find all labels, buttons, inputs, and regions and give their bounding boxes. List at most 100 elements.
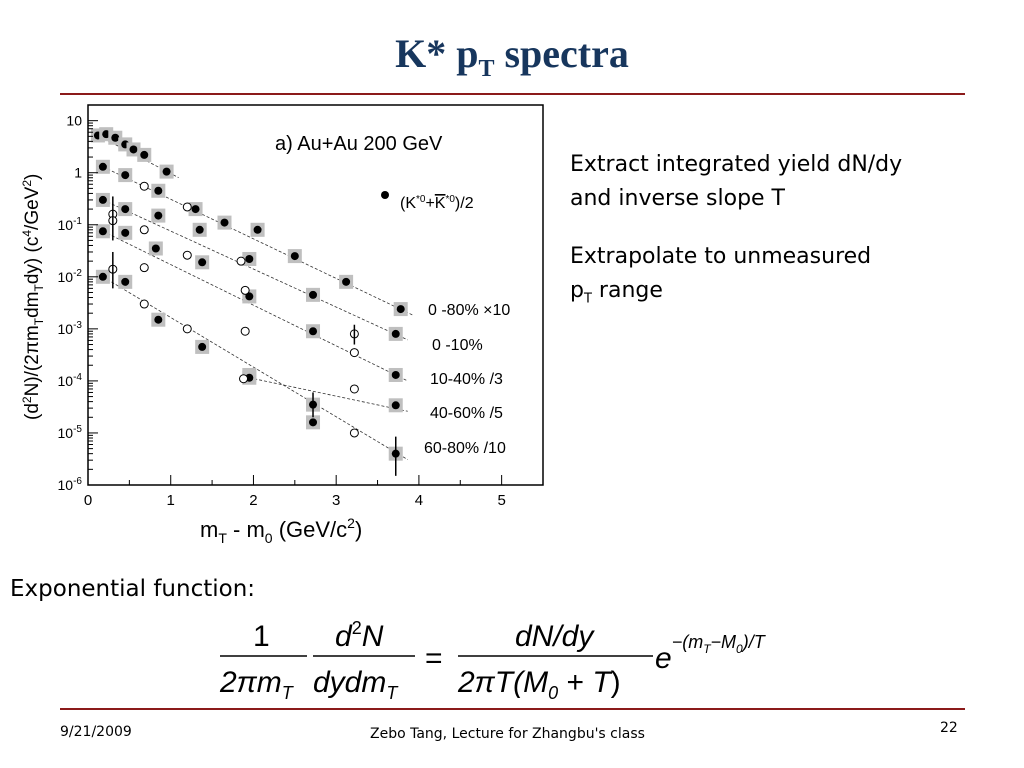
series-label-4: 60-80% /10 [424, 440, 506, 457]
svg-text:2πmT: 2πmT [219, 666, 295, 703]
filled-data-point [191, 205, 200, 214]
open-data-point [349, 348, 359, 358]
x-tick-label: 3 [332, 492, 340, 509]
filled-data-point [342, 277, 351, 286]
filled-data-point [98, 227, 107, 236]
y-tick-label: 10 [66, 113, 82, 129]
y-tick-label: 10-5 [58, 424, 83, 441]
open-data-point [240, 326, 250, 336]
filled-data-point [245, 292, 254, 301]
footer-page-number: 22 [940, 720, 958, 736]
svg-text:1: 1 [253, 620, 270, 653]
x-tick-label: 4 [415, 492, 423, 509]
fit-line [249, 377, 408, 412]
filled-data-point [154, 211, 163, 220]
filled-data-point [102, 130, 111, 139]
x-tick-label: 5 [497, 492, 505, 509]
filled-data-point [140, 150, 149, 159]
fit-line [102, 199, 408, 341]
svg-text:d2N: d2N [335, 618, 384, 653]
fit-line [102, 230, 408, 382]
y-axis-label: (d2N)/(2πmTdmTdy) (c4/GeV2) [20, 174, 46, 420]
open-data-point [182, 324, 192, 334]
filled-data-point [198, 342, 207, 351]
y-tick-label: 10-1 [58, 216, 83, 233]
filled-data-point [154, 315, 163, 324]
open-data-point [236, 256, 246, 266]
y-tick-label: 1 [74, 165, 82, 181]
filled-data-point [391, 329, 400, 338]
filled-data-point [98, 162, 107, 171]
x-axis-label: mT - m0 (GeV/c2) [200, 515, 362, 546]
exponential-label: Exponential function: [10, 576, 256, 602]
x-tick-label: 1 [167, 492, 175, 509]
title-main: K* p [395, 31, 479, 76]
title-subscript: T [478, 56, 495, 82]
y-tick-label: 10-4 [58, 372, 83, 389]
bullet-1: Extract integrated yield dN/dy and invers… [570, 148, 1010, 216]
filled-data-point [309, 290, 318, 299]
filled-data-point [220, 218, 229, 227]
filled-data-point [245, 254, 254, 263]
y-tick-label: 10-2 [58, 268, 83, 285]
series-label-1: 0 -10% [432, 337, 483, 354]
filled-data-point [121, 228, 130, 237]
bullet-2-line1: Extrapolate to unmeasured [570, 244, 872, 269]
y-tick-label: 10-6 [58, 476, 83, 493]
bullet-1-line1: Extract integrated yield dN/dy [570, 152, 903, 177]
filled-data-point [309, 327, 318, 336]
open-data-point [349, 428, 359, 438]
filled-data-point [121, 205, 130, 214]
filled-data-point [98, 195, 107, 204]
bullet-2-line2-post: range [591, 278, 663, 303]
open-data-point [240, 285, 250, 295]
footer-divider [60, 708, 965, 710]
filled-data-point [129, 145, 138, 154]
filled-data-point [195, 225, 204, 234]
filled-data-point [198, 258, 207, 267]
exponential-formula: 1 2πmT d2N dydmT = dN/dy 2πT(M0 + T) e−(… [219, 618, 767, 703]
svg-text:dN/dy: dN/dy [515, 620, 595, 653]
bullet-2: Extrapolate to unmeasured pT range [570, 240, 1010, 316]
svg-text:dydmT: dydmT [313, 666, 399, 703]
x-tick-label: 2 [249, 492, 257, 509]
tick-marks: 0 1 2 3 4 5 10 1 10-1 10-2 10-3 10-4 10-5 10-6 [58, 113, 506, 509]
filled-data-point [121, 277, 130, 286]
footer-date: 9/21/2009 [60, 724, 132, 740]
filled-data-point [391, 370, 400, 379]
open-data-point [139, 299, 149, 309]
filled-data-point [253, 225, 262, 234]
open-data-point [182, 202, 192, 212]
bullet-2-line2-sub: T [583, 291, 592, 307]
bullet-1-line2: and inverse slope T [570, 186, 785, 211]
slide-title: K* pT spectra [0, 30, 1024, 83]
filled-data-point [111, 133, 120, 142]
svg-text:=: = [425, 642, 443, 675]
series-label-0: 0 -80% ×10 [428, 302, 510, 319]
open-data-point [139, 263, 149, 273]
filled-data-point [151, 244, 160, 253]
filled-data-point [396, 305, 405, 314]
legend-marker [381, 191, 389, 199]
open-data-point [139, 225, 149, 235]
filled-data-point [290, 252, 299, 261]
filled-data-point [98, 272, 107, 281]
filled-data-point [391, 401, 400, 410]
open-data-point [139, 181, 149, 191]
bullet-2-line2-pre: p [570, 278, 584, 303]
data-marks [90, 127, 413, 476]
open-data-point [239, 374, 249, 384]
y-tick-label: 10-3 [58, 320, 83, 337]
bullet-list: Extract integrated yield dN/dy and invers… [570, 148, 1010, 340]
svg-text:e−(mT−M0)/T: e−(mT−M0)/T [655, 632, 767, 675]
series-label-2: 10-40% /3 [430, 371, 503, 388]
svg-text:2πT(M0 + T): 2πT(M0 + T) [457, 666, 621, 703]
panel-label: a) Au+Au 200 GeV [275, 133, 443, 155]
footer-author: Zebo Tang, Lecture for Zhangbu's class [370, 726, 645, 742]
filled-data-point [162, 167, 171, 176]
series-label-3: 40-60% /5 [430, 405, 503, 422]
filled-data-point [121, 171, 130, 180]
legend-marker-label: (K*0+K*0)/2 [400, 194, 474, 212]
title-tail: spectra [494, 31, 629, 76]
open-data-point [349, 384, 359, 394]
